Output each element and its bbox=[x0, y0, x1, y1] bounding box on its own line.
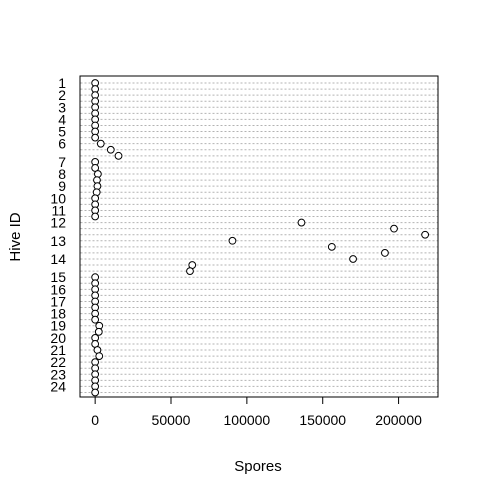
data-point bbox=[106, 145, 115, 154]
data-point bbox=[91, 315, 100, 324]
hive-label: 19 bbox=[50, 318, 66, 334]
hive-label: 13 bbox=[50, 233, 66, 249]
hive-label: 3 bbox=[58, 99, 66, 115]
data-point bbox=[94, 327, 103, 336]
data-point bbox=[421, 230, 430, 239]
data-point bbox=[114, 151, 123, 160]
hive-label: 22 bbox=[50, 354, 66, 370]
y-axis-label: Hive ID bbox=[7, 212, 24, 261]
hive-label: 15 bbox=[50, 269, 66, 285]
data-point bbox=[91, 212, 100, 221]
x-tick-label: 0 bbox=[91, 412, 99, 428]
hive-label: 1 bbox=[58, 75, 66, 91]
data-point bbox=[91, 388, 100, 397]
hive-label: 12 bbox=[50, 215, 66, 231]
hive-label: 9 bbox=[58, 178, 66, 194]
data-point bbox=[381, 249, 389, 257]
data-point bbox=[95, 352, 104, 360]
hive-label: 8 bbox=[58, 166, 66, 182]
hive-label: 10 bbox=[50, 190, 66, 206]
hive-label: 17 bbox=[50, 293, 66, 309]
data-point bbox=[96, 139, 105, 148]
hive-label: 18 bbox=[50, 306, 66, 322]
x-axis: 0 50000 100000 150000 200000 bbox=[91, 396, 422, 428]
data-point bbox=[349, 255, 357, 263]
plot-frame bbox=[79, 75, 439, 398]
data-point bbox=[390, 224, 398, 233]
hive-label: 4 bbox=[58, 111, 66, 127]
hive-label: 14 bbox=[50, 251, 66, 267]
hive-label: 21 bbox=[50, 342, 66, 358]
hive-label: 20 bbox=[50, 330, 66, 346]
x-tick-label: 50000 bbox=[152, 412, 191, 428]
hive-label: 16 bbox=[50, 281, 66, 297]
x-tick-label: 200000 bbox=[375, 412, 422, 428]
gridlines bbox=[80, 82, 438, 393]
data-point bbox=[91, 133, 100, 142]
hive-label: 6 bbox=[58, 136, 66, 152]
x-axis-label: Spores bbox=[234, 458, 282, 475]
data-point bbox=[327, 242, 336, 251]
x-tick-label: 100000 bbox=[224, 412, 271, 428]
data-point bbox=[186, 267, 194, 276]
hive-label: 24 bbox=[50, 378, 66, 394]
hive-label: 23 bbox=[50, 366, 66, 382]
hive-label: 7 bbox=[58, 154, 66, 170]
hive-label: 5 bbox=[58, 124, 66, 140]
hive-label: 11 bbox=[51, 202, 66, 218]
x-tick-label: 150000 bbox=[299, 412, 346, 428]
hive-label: 2 bbox=[58, 87, 66, 103]
data-points bbox=[91, 79, 430, 397]
data-point bbox=[297, 218, 306, 227]
data-point bbox=[228, 236, 237, 245]
